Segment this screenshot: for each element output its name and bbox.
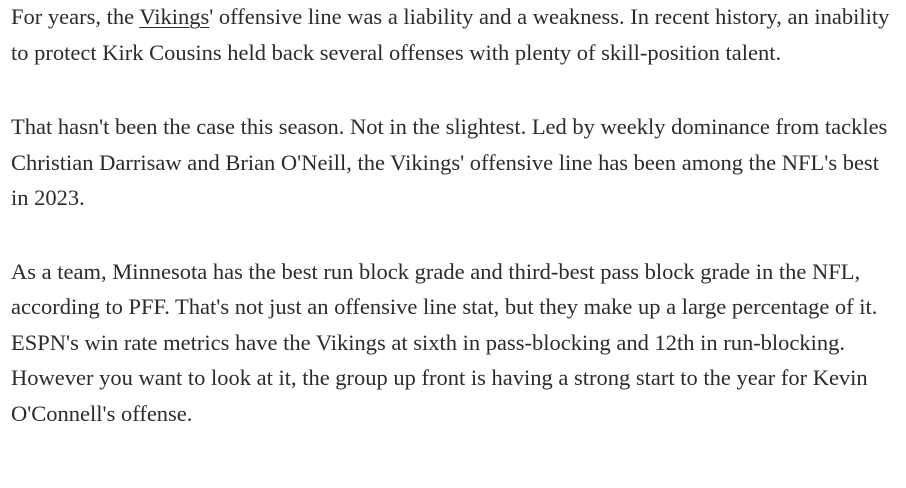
vikings-link[interactable]: Vikings: [139, 4, 210, 29]
paragraph-1-text-after: ' offensive line was a liability and a w…: [11, 4, 890, 65]
paragraph-1-text-before: For years, the: [11, 4, 140, 29]
paragraph-3: As a team, Minnesota has the best run bl…: [11, 258, 878, 426]
paragraph-1: For years, the Vikings' offensive line w…: [11, 0, 891, 70]
paragraph-2: That hasn't been the case this season. N…: [11, 114, 888, 210]
article-body: For years, the Vikings' offensive line w…: [11, 0, 891, 426]
